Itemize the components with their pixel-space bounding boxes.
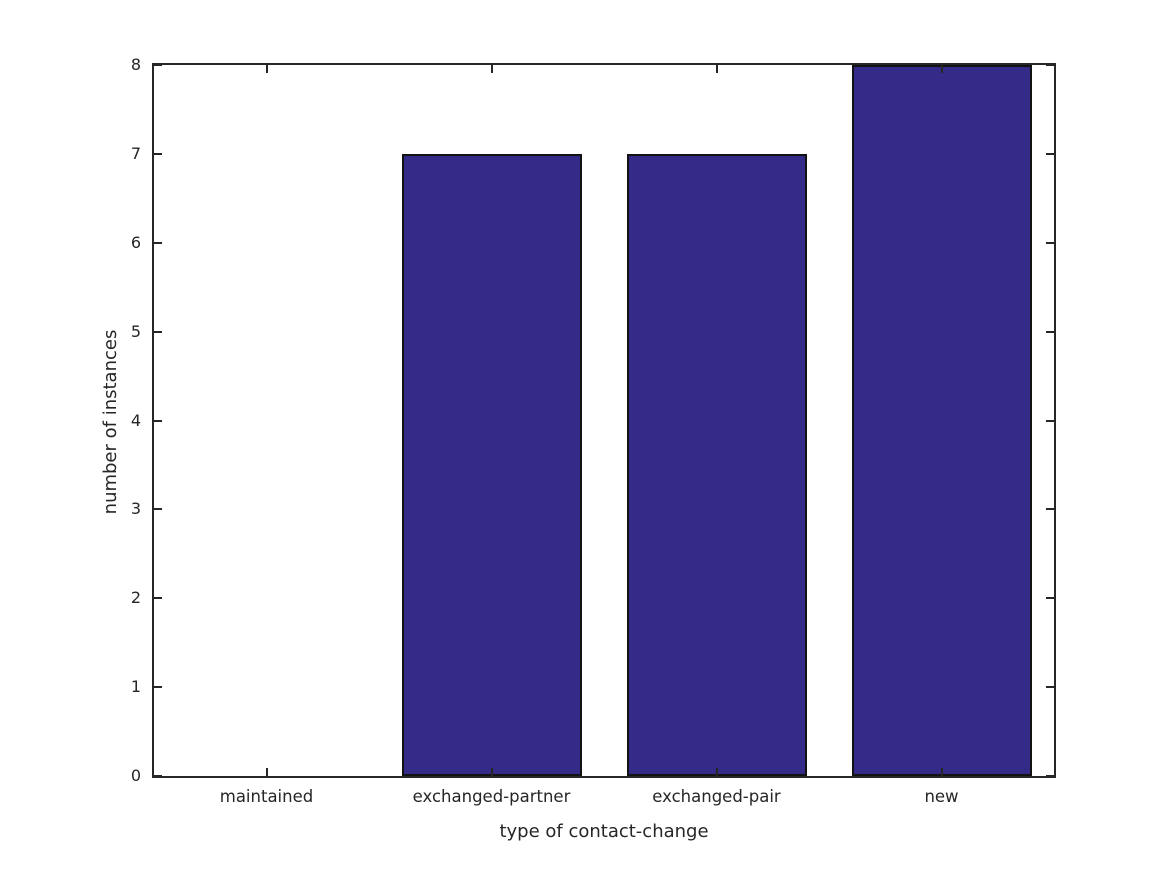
y-tick-label-6: 6 [130, 232, 141, 252]
y-tick-label-7: 7 [130, 143, 141, 163]
x-tick-label-exchanged-pair: exchanged-pair [652, 787, 781, 806]
y-tick-left-7 [154, 152, 162, 155]
y-tick-left-1 [154, 686, 162, 689]
x-tick-label-new: new [924, 787, 959, 806]
y-tick-label-1: 1 [130, 677, 141, 697]
y-tick-right-8 [1046, 64, 1054, 66]
y-axis-label: number of instances [100, 329, 121, 515]
x-tick-label-maintained: maintained [219, 787, 314, 806]
x-tick-top-maintained [265, 65, 268, 73]
y-tick-right-1 [1046, 686, 1054, 689]
y-tick-left-0 [154, 775, 162, 777]
y-tick-left-5 [154, 330, 162, 333]
x-tick-top-exchanged-partner [490, 65, 493, 73]
y-tick-label-8: 8 [130, 55, 141, 74]
y-tick-label-0: 0 [130, 766, 141, 785]
x-tick-label-exchanged-partner: exchanged-partner [412, 787, 571, 806]
x-tick-bottom-exchanged-pair [715, 768, 718, 776]
y-tick-right-3 [1046, 508, 1054, 511]
x-tick-bottom-new [940, 768, 943, 776]
y-tick-left-3 [154, 508, 162, 511]
plot-area [152, 63, 1056, 778]
y-tick-right-2 [1046, 597, 1054, 600]
bar-new [851, 65, 1032, 776]
y-tick-right-5 [1046, 330, 1054, 333]
y-tick-right-4 [1046, 419, 1054, 422]
x-tick-bottom-exchanged-partner [490, 768, 493, 776]
y-tick-label-5: 5 [130, 321, 141, 341]
y-tick-left-8 [154, 64, 162, 66]
x-tick-top-exchanged-pair [715, 65, 718, 73]
y-tick-left-4 [154, 419, 162, 422]
y-tick-right-7 [1046, 152, 1054, 155]
y-tick-label-2: 2 [130, 588, 141, 608]
y-tick-label-3: 3 [130, 499, 141, 519]
y-tick-right-0 [1046, 775, 1054, 777]
y-tick-left-2 [154, 597, 162, 600]
y-tick-right-6 [1046, 241, 1054, 244]
y-tick-label-4: 4 [130, 410, 141, 430]
bar-exchanged-pair [626, 153, 807, 776]
x-axis-label: type of contact-change [499, 821, 709, 842]
x-tick-top-new [940, 65, 943, 73]
y-tick-left-6 [154, 241, 162, 244]
bar-exchanged-partner [401, 153, 582, 776]
x-tick-bottom-maintained [265, 768, 268, 776]
